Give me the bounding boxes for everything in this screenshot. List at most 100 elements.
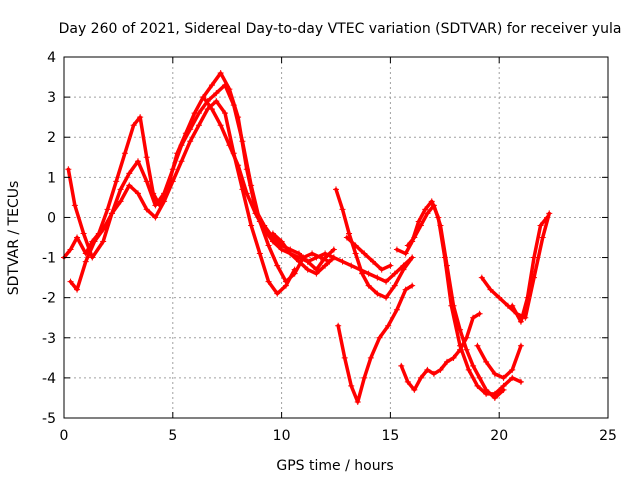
data-point <box>517 378 524 385</box>
data-point <box>333 186 339 193</box>
data-point <box>478 274 485 281</box>
data-point <box>313 254 320 261</box>
data-point <box>428 198 435 205</box>
data-point <box>404 378 411 385</box>
data-point <box>398 362 405 369</box>
data-point <box>517 342 524 349</box>
data-point <box>387 262 394 269</box>
data-point <box>463 334 470 341</box>
data-point <box>248 222 255 229</box>
data-point <box>243 190 250 197</box>
data-point <box>361 374 368 381</box>
data-point <box>213 90 220 97</box>
data-point <box>269 230 276 237</box>
data-point <box>450 302 457 309</box>
data-point <box>261 226 268 233</box>
data-point <box>393 306 400 313</box>
data-point <box>169 166 176 173</box>
data-point <box>117 186 124 193</box>
data-point <box>450 354 457 361</box>
data-point <box>391 270 398 277</box>
data-point <box>65 166 72 173</box>
data-point <box>483 358 490 365</box>
data-point <box>341 354 348 361</box>
data-point <box>104 206 111 213</box>
data-point <box>296 258 303 265</box>
data-point <box>391 282 398 289</box>
y-tick-label: 3 <box>47 90 56 106</box>
data-point <box>509 302 516 309</box>
data-point <box>470 314 477 321</box>
data-point <box>509 366 516 373</box>
data-point <box>222 82 229 89</box>
data-point <box>213 98 220 105</box>
x-tick-label: 0 <box>60 428 69 444</box>
data-point <box>134 158 141 165</box>
data-point <box>252 210 259 217</box>
data-point <box>400 266 407 273</box>
data-point <box>287 250 294 257</box>
data-point <box>304 266 311 273</box>
data-point <box>178 142 185 149</box>
data-point <box>404 242 411 249</box>
data-point <box>152 214 159 221</box>
data-point <box>239 138 246 145</box>
y-tick-label: -4 <box>42 371 56 387</box>
data-point <box>422 206 429 213</box>
data-point <box>465 366 472 373</box>
y-tick-label: -5 <box>42 411 56 427</box>
data-point <box>74 234 81 241</box>
data-point <box>217 122 224 129</box>
data-point <box>348 262 355 269</box>
data-point <box>230 102 237 109</box>
data-point <box>330 246 337 253</box>
data-point <box>491 370 498 377</box>
data-point <box>369 258 376 265</box>
data-point <box>322 250 329 257</box>
data-point <box>195 110 202 117</box>
data-point <box>361 250 368 257</box>
series-track-c <box>68 99 297 296</box>
data-point <box>544 214 551 221</box>
data-point <box>339 258 346 265</box>
series-track-e <box>271 231 336 276</box>
data-point <box>500 386 507 393</box>
data-point <box>343 234 350 241</box>
data-point <box>208 82 215 89</box>
data-point <box>248 182 255 189</box>
data-point <box>282 282 289 289</box>
x-tick-label: 25 <box>599 428 617 444</box>
data-point <box>374 290 381 297</box>
data-point <box>91 238 98 245</box>
chart-title: Day 260 of 2021, Sidereal Day-to-day VTE… <box>59 21 622 37</box>
y-axis-label: SDTVAR / TECUs <box>6 181 22 296</box>
data-point <box>67 246 74 253</box>
x-axis-label: GPS time / hours <box>276 458 393 474</box>
data-point <box>539 234 546 241</box>
y-tick-label: 1 <box>47 170 56 186</box>
data-point <box>359 270 366 277</box>
data-point <box>217 70 224 77</box>
data-point <box>137 114 144 121</box>
data-point <box>524 294 531 301</box>
data-point <box>383 294 390 301</box>
data-point <box>378 266 385 273</box>
data-point <box>474 382 481 389</box>
data-point <box>152 202 159 209</box>
data-point <box>409 254 416 261</box>
data-point <box>487 286 494 293</box>
data-point <box>74 286 81 293</box>
data-point <box>117 198 124 205</box>
data-point <box>339 206 346 213</box>
data-point <box>100 226 107 233</box>
data-point <box>143 206 150 213</box>
data-point <box>322 262 329 269</box>
data-point <box>100 238 107 245</box>
data-point <box>134 190 141 197</box>
y-tick-label: -2 <box>42 291 56 307</box>
data-point <box>178 158 185 165</box>
data-point <box>352 250 359 257</box>
axes: -5 -4 -3 -2 -1 0 1 2 3 4 0 5 10 15 20 25 <box>42 50 617 444</box>
x-tick-label: 20 <box>490 428 508 444</box>
data-point <box>383 278 390 285</box>
